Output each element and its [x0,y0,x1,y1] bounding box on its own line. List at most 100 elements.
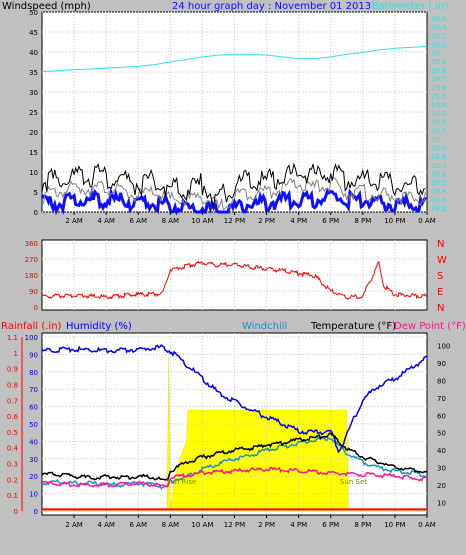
humidity-axis: 0 10 20 30 40 50 60 70 80 90 100 [25,334,38,516]
wind-time-label-1: 4 AM [97,217,115,225]
direction-compass-tick-0: N [437,303,444,314]
temperature-label: Temperature (°F) [310,321,396,332]
temp-time-label-11: 0 AM [418,521,436,529]
wind-time-label-11: 0 AM [418,217,436,225]
windspeed-tick-6: 30 [29,89,38,97]
temperature-tick-5: 60 [437,412,446,420]
barometer-tick-0: 28.2 [431,205,447,213]
humidity-tick-1: 10 [29,491,38,499]
direction-degree-tick-3: 270 [25,256,38,264]
windspeed-tick-0: 0 [34,209,38,217]
barometer-label: Barometer (.in) [372,1,448,12]
windchill-label: Windchill [242,321,287,332]
temperature-line [41,432,428,481]
temperature-tick-0: 10 [437,499,446,507]
wind-gust-line [41,176,426,211]
humidity-tick-0: 0 [34,508,38,516]
temperature-axis: 10 20 30 40 50 60 70 80 90 100 [437,343,450,508]
humidity-label: Humidity (%) [66,321,132,332]
temp-time-label-2: 6 AM [129,521,147,529]
sunset-annotation: Sun Set [340,478,367,486]
temperature-tick-1: 20 [437,482,446,490]
barometer-tick-11: 29.3 [431,110,447,118]
temp-time-label-7: 4 PM [290,521,307,529]
rainfall-tick-2: 0.2 [7,476,18,484]
direction-degree-tick-0: 0 [34,304,38,312]
humidity-tick-9: 90 [29,351,38,359]
humidity-tick-10: 100 [25,334,38,342]
barometer-tick-18: 30 [431,50,440,58]
wind-time-label-3: 8 AM [162,217,180,225]
direction-grid [42,240,427,310]
wind-time-label-0: 2 AM [65,217,83,225]
direction-degree-axis: 0 90 180 270 360 [25,240,38,312]
rainfall-axis: 0 0.1 0.2 0.3 0.4 0.5 0.6 0.7 0.8 0.9 1 1.1 [7,334,23,516]
wind-time-axis: 2 AM 4 AM 6 AM 8 AM 10 AM 12 PM 2 PM 4 PM 6 PM 8 … [65,212,436,225]
temp-time-label-4: 10 AM [191,521,213,529]
direction-compass-tick-2: S [437,271,443,282]
barometer-tick-5: 28.7 [431,162,447,170]
wind-time-label-10: 10 PM [384,217,405,225]
humidity-tick-6: 60 [29,404,38,412]
windspeed-tick-1: 5 [34,189,38,197]
temp-time-label-6: 2 PM [258,521,275,529]
wind-time-label-5: 12 PM [224,217,245,225]
rainfall-tick-3: 0.3 [7,461,18,469]
barometer-tick-14: 29.6 [431,84,447,92]
temperature-tick-6: 70 [437,395,446,403]
windspeed-tick-10: 50 [29,9,38,17]
wind-average-line [40,187,427,216]
direction-series [41,260,428,300]
wind-time-label-6: 2 PM [258,217,275,225]
wind-time-label-2: 6 AM [129,217,147,225]
temp-series [41,343,428,511]
barometer-tick-6: 28.8 [431,153,447,161]
temp-time-label-1: 4 AM [97,521,115,529]
temperature-tick-3: 40 [437,447,446,455]
direction-degree-tick-4: 360 [25,240,38,248]
temperature-tick-7: 80 [437,378,446,386]
temp-time-label-5: 12 PM [224,521,245,529]
humidity-tick-2: 20 [29,473,38,481]
rainfall-tick-4: 0.4 [7,445,19,453]
chart-title: 24 hour graph day : November 01 2013 [172,1,371,12]
barometer-tick-13: 29.5 [431,93,447,101]
sunrise-annotation: Sun Rise [166,478,196,486]
windspeed-label: Windspeed (mph) [2,1,91,12]
barometer-tick-21: 30.3 [431,24,447,32]
rainfall-label: Rainfall (.in) [1,321,62,332]
temp-time-label-0: 2 AM [65,521,83,529]
direction-compass-tick-1: E [437,287,443,298]
barometer-tick-1: 28.3 [431,196,447,204]
barometer-tick-2: 28.4 [431,188,447,196]
barometer-tick-12: 29.4 [431,101,447,109]
barometer-tick-22: 30.4 [431,15,447,23]
wind-series [40,46,428,216]
rainfall-tick-7: 0.7 [7,397,18,405]
windspeed-axis: 0 5 10 15 20 25 30 35 40 45 50 [29,9,38,217]
barometer-tick-16: 29.8 [431,67,447,75]
wind-direction-line [41,260,428,300]
humidity-tick-3: 30 [29,456,38,464]
dewpoint-label: Dew Point (°F) [394,321,466,332]
rainfall-tick-10: 1 [14,350,18,358]
barometer-tick-3: 28.5 [431,179,447,187]
barometer-tick-9: 29.1 [431,127,447,135]
rainfall-tick-11: 1.1 [7,334,18,342]
barometer-tick-10: 29.2 [431,119,447,127]
humidity-tick-8: 80 [29,369,38,377]
windspeed-tick-5: 25 [29,109,38,117]
windspeed-tick-4: 20 [29,129,38,137]
temp-time-label-10: 10 PM [384,521,405,529]
barometer-axis: 28.228.328.428.528.628.728.828.92929.129… [431,15,447,213]
rainfall-tick-9: 0.9 [7,366,18,374]
dewpoint-line [41,466,428,488]
wind-peak-line [41,162,426,208]
wind-time-label-7: 4 PM [290,217,307,225]
windspeed-tick-9: 45 [29,29,38,37]
temp-time-axis: 2 AM 4 AM 6 AM 8 AM 10 AM 12 PM 2 PM 4 PM 6 PM 8 … [65,515,436,529]
temperature-tick-9: 100 [437,343,450,351]
rainfall-tick-8: 0.8 [7,381,18,389]
